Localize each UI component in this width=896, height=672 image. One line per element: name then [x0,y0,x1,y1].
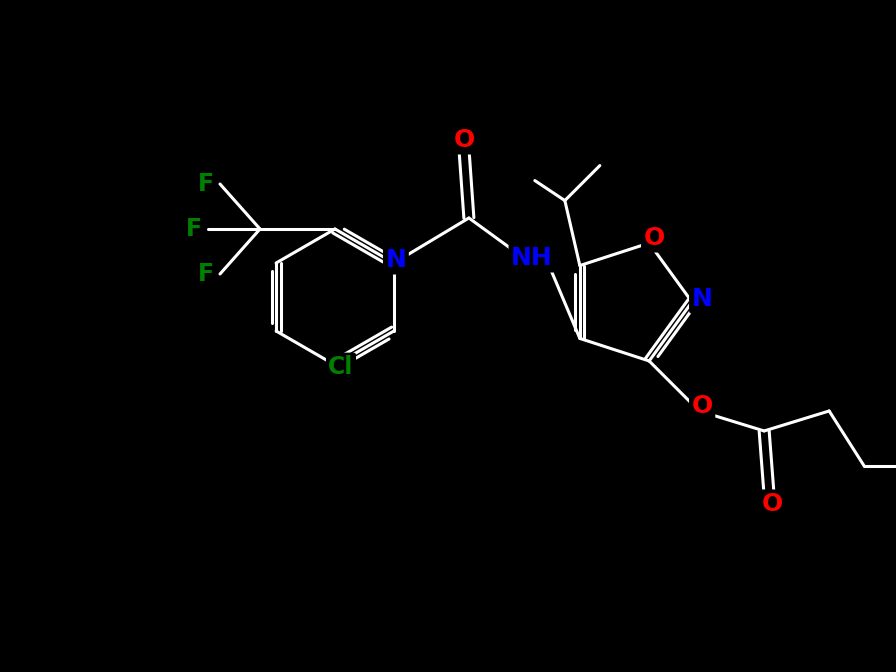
Text: Cl: Cl [328,355,354,379]
Text: F: F [198,172,214,196]
Text: O: O [643,226,665,250]
Text: F: F [186,217,202,241]
Text: N: N [692,287,712,311]
Text: N: N [385,248,406,272]
Text: NH: NH [511,246,553,270]
Text: O: O [762,492,783,516]
Text: O: O [692,394,713,418]
Text: F: F [198,262,214,286]
Text: O: O [453,128,475,152]
